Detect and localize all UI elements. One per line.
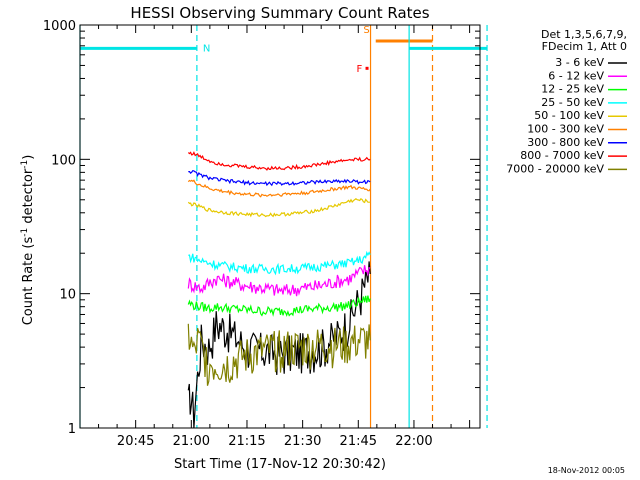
legend-item-label: 100 - 300 keV bbox=[527, 123, 604, 136]
x-tick-label: 21:00 bbox=[173, 434, 210, 449]
series-line bbox=[187, 151, 371, 171]
axes-layer: 20:45 21:00 21:15 21:30 21:45 22:00 1 10 100 1000 bbox=[43, 19, 480, 449]
legend-item-label: 6 - 12 keV bbox=[548, 69, 604, 82]
legend-item-label: 50 - 100 keV bbox=[534, 109, 604, 122]
y-tick-label: 1 bbox=[68, 422, 76, 437]
flag-label: S bbox=[363, 25, 369, 36]
x-tick-label: 22:00 bbox=[395, 434, 432, 449]
flag-lines bbox=[79, 25, 488, 428]
legend-item-label: 12 - 25 keV bbox=[541, 83, 604, 96]
series-line bbox=[187, 323, 371, 386]
y-tick-label: 100 bbox=[51, 153, 76, 168]
chart-title: HESSI Observing Summary Count Rates bbox=[130, 4, 429, 22]
y-tick-label: 10 bbox=[59, 288, 76, 303]
x-tick-label: 21:30 bbox=[284, 434, 321, 449]
flag-label-f: F bbox=[357, 64, 363, 75]
legend-header-2: FDecim 1, Att 0 bbox=[542, 40, 627, 53]
x-tick-label: 20:45 bbox=[117, 434, 154, 449]
series-line bbox=[188, 250, 371, 276]
legend-header-1: Det 1,3,5,6,7,9, bbox=[541, 28, 627, 41]
legend-item-label: 800 - 7000 keV bbox=[520, 149, 604, 162]
legend-item-label: 25 - 50 keV bbox=[541, 96, 604, 109]
legend-item-label: 3 - 6 keV bbox=[555, 56, 604, 69]
flag-labels: N S F bbox=[203, 25, 370, 75]
series-line bbox=[187, 295, 371, 317]
series-line bbox=[187, 179, 371, 198]
series-line bbox=[187, 198, 371, 218]
legend: Det 1,3,5,6,7,9, FDecim 1, Att 0 3 - 6 k… bbox=[506, 28, 627, 175]
y-axis-label: Count Rate (s-1 detector-1) bbox=[20, 155, 36, 326]
flag-marker-f bbox=[365, 66, 369, 70]
x-tick-label: 21:45 bbox=[340, 434, 377, 449]
legend-item-label: 300 - 800 keV bbox=[527, 136, 604, 149]
series-layer bbox=[187, 151, 371, 429]
y-tick-label: 1000 bbox=[43, 19, 76, 34]
x-tick-label: 21:15 bbox=[228, 434, 265, 449]
series-line bbox=[188, 170, 371, 187]
legend-item-label: 7000 - 20000 keV bbox=[506, 162, 604, 175]
plot-frame bbox=[79, 24, 481, 429]
footer-timestamp: 18-Nov-2012 00:05 bbox=[548, 466, 625, 475]
flag-label: N bbox=[203, 43, 210, 54]
series-line bbox=[187, 265, 371, 297]
x-axis-label: Start Time (17-Nov-12 20:30:42) bbox=[174, 457, 386, 472]
